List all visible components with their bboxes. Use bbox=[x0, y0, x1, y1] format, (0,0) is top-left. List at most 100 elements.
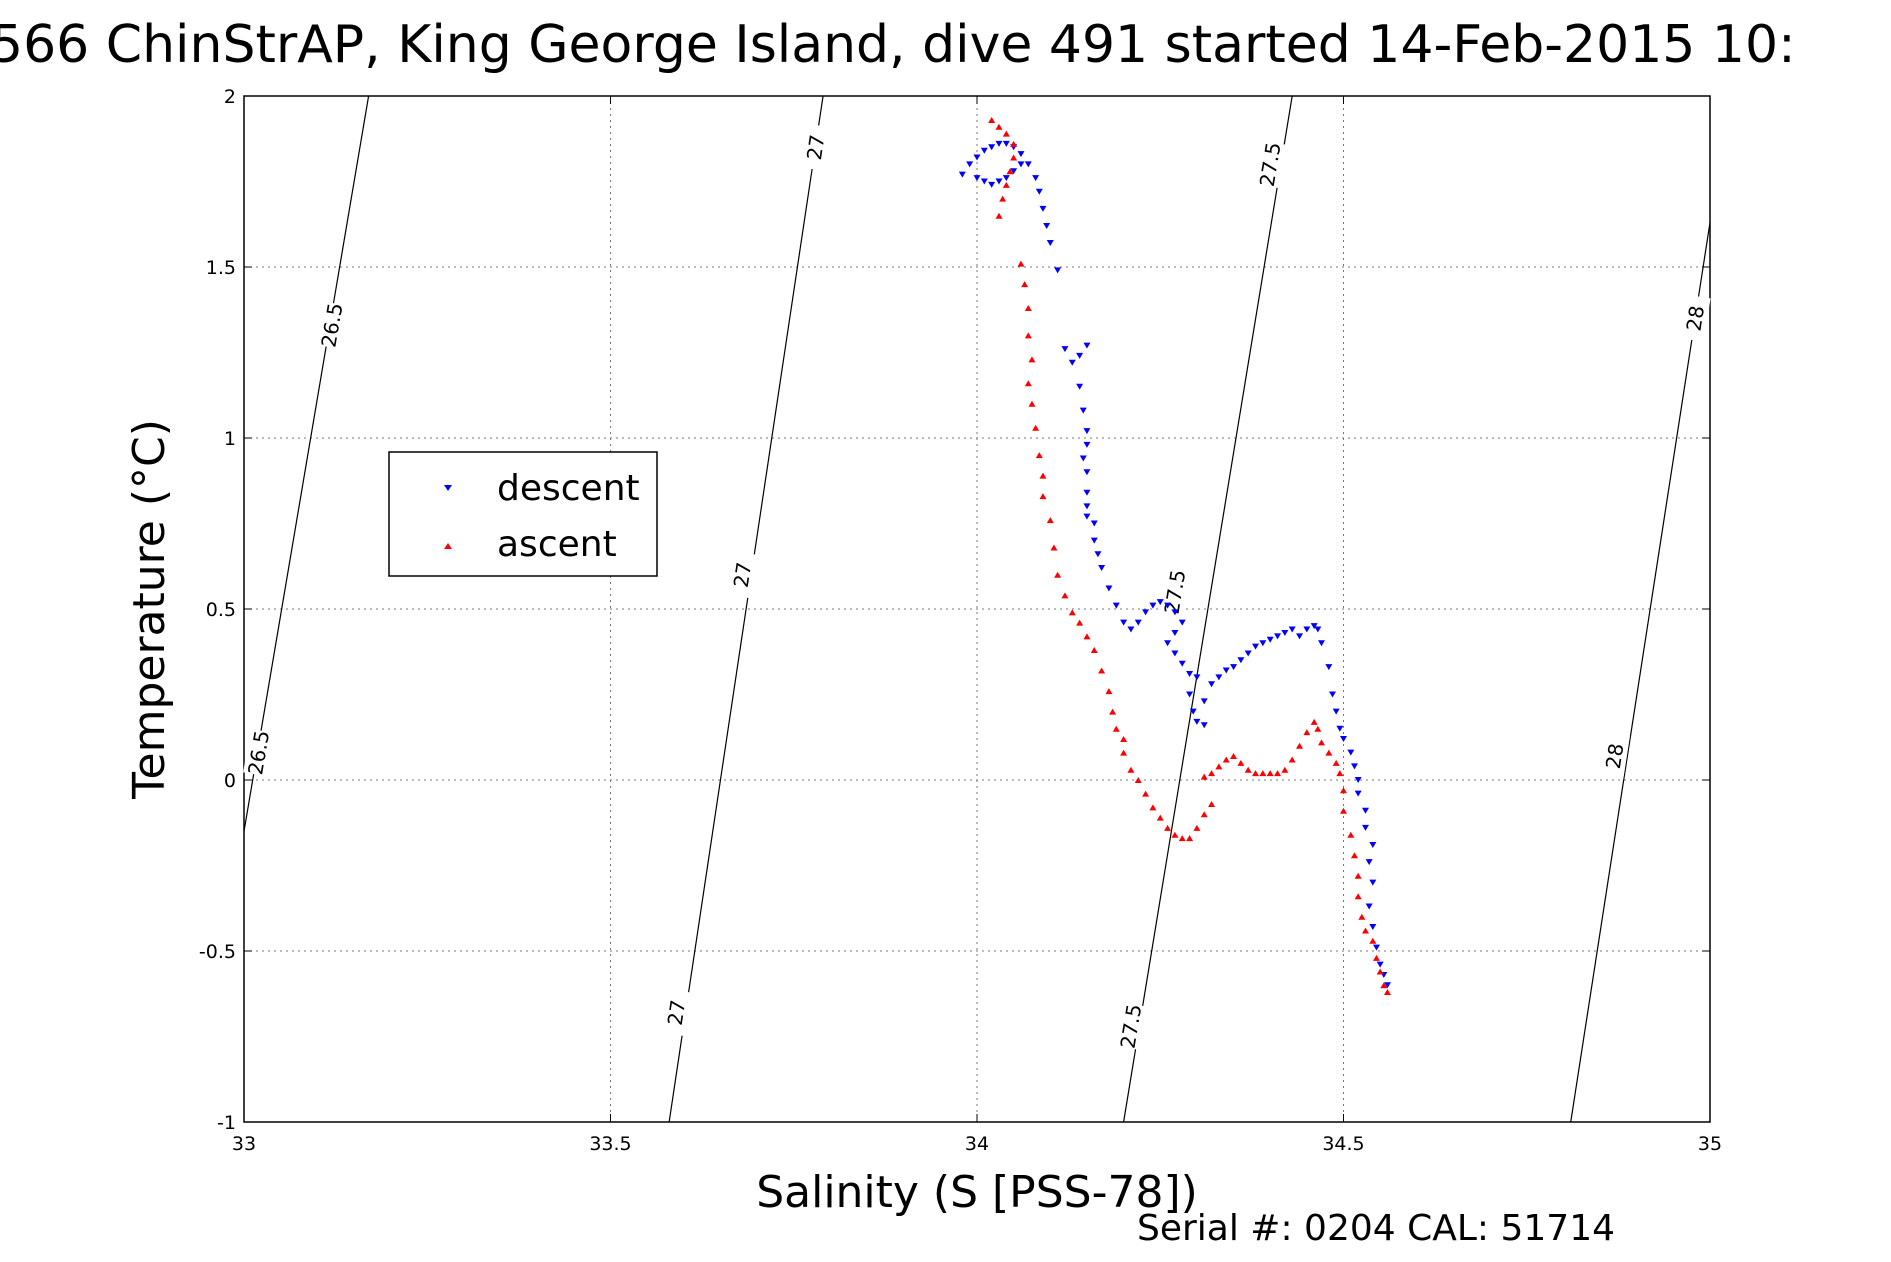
descent-point bbox=[1083, 503, 1091, 510]
ascent-point bbox=[1127, 766, 1135, 773]
descent-point bbox=[973, 175, 981, 182]
ascent-point bbox=[1032, 424, 1040, 431]
ascent-point bbox=[1010, 154, 1018, 161]
ascent-point bbox=[1164, 824, 1172, 831]
serial-cal-footer: Serial #: 0204 CAL: 51714 bbox=[1137, 1208, 1615, 1249]
ascent-point bbox=[1354, 893, 1362, 900]
descent-point bbox=[1054, 267, 1062, 274]
ascent-point bbox=[1068, 609, 1076, 616]
descent-point bbox=[1186, 691, 1194, 698]
isopycnal-line bbox=[1123, 95, 1293, 1123]
ascent-point bbox=[1354, 872, 1362, 879]
x-tick-label: 34 bbox=[965, 1133, 989, 1155]
descent-point bbox=[1024, 161, 1032, 168]
y-tick-label: -0.5 bbox=[199, 941, 236, 963]
y-tick-label: 2 bbox=[224, 86, 236, 108]
ascent-point bbox=[1120, 749, 1128, 756]
descent-point bbox=[1061, 346, 1069, 353]
legend-ascent-label: ascent bbox=[497, 524, 617, 565]
descent-point bbox=[1083, 469, 1091, 476]
ascent-point bbox=[1376, 968, 1384, 975]
descent-point bbox=[1079, 455, 1087, 462]
descent-point bbox=[1237, 657, 1245, 664]
descent-point bbox=[1068, 359, 1076, 366]
legend: descent ascent bbox=[388, 451, 658, 577]
descent-point bbox=[1274, 633, 1282, 640]
ascent-point bbox=[1017, 260, 1025, 267]
ascent-point bbox=[988, 116, 996, 123]
ascent-point bbox=[1230, 753, 1238, 760]
descent-point bbox=[1079, 407, 1087, 414]
ascent-point bbox=[1259, 770, 1267, 777]
ascent-point bbox=[1318, 739, 1326, 746]
ascent-point bbox=[1237, 759, 1245, 766]
isopycnal-label-bg bbox=[800, 123, 831, 171]
ascent-point bbox=[1105, 688, 1113, 695]
descent-point bbox=[1076, 352, 1084, 359]
y-tick-label: -1 bbox=[217, 1112, 236, 1134]
ascent-point bbox=[1024, 305, 1032, 312]
ascent-point bbox=[1098, 667, 1106, 674]
descent-point bbox=[1244, 650, 1252, 657]
ascent-point bbox=[1325, 749, 1333, 756]
isopycnal-label: 27 bbox=[663, 998, 691, 1027]
isopycnal-line bbox=[668, 95, 824, 1123]
legend-descent-marker bbox=[444, 485, 452, 491]
isopycnal-label-bg bbox=[661, 989, 692, 1037]
isopycnal-line bbox=[243, 95, 370, 832]
descent-point bbox=[1149, 602, 1157, 609]
descent-point bbox=[1010, 168, 1018, 175]
descent-point bbox=[1112, 602, 1120, 609]
isopycnal-label-bg bbox=[1254, 140, 1286, 189]
descent-point bbox=[1193, 674, 1201, 681]
descent-point bbox=[1361, 807, 1369, 814]
ascent-point bbox=[1358, 913, 1366, 920]
ascent-point bbox=[1347, 831, 1355, 838]
descent-point bbox=[973, 154, 981, 161]
isopycnal-label-bg bbox=[727, 551, 758, 599]
descent-point bbox=[1164, 640, 1172, 647]
descent-point bbox=[1329, 691, 1337, 698]
ascent-point bbox=[1112, 725, 1120, 732]
descent-point bbox=[1156, 599, 1164, 606]
ascent-point bbox=[1156, 814, 1164, 821]
descent-point bbox=[1325, 664, 1333, 671]
descent-point bbox=[980, 178, 988, 185]
descent-point bbox=[1134, 619, 1142, 626]
legend-ascent-marker bbox=[444, 543, 452, 549]
descent-point bbox=[1332, 708, 1340, 715]
y-tick-label: 0 bbox=[224, 770, 236, 792]
descent-point bbox=[1340, 735, 1347, 742]
ascent-point bbox=[1303, 729, 1311, 736]
descent-point bbox=[1171, 650, 1179, 657]
descent-point bbox=[1336, 725, 1344, 732]
descent-point bbox=[1303, 626, 1311, 633]
ascent-point bbox=[1186, 835, 1194, 842]
descent-point bbox=[1142, 609, 1150, 616]
descent-point bbox=[1186, 670, 1194, 677]
isopycnal-label: 28 bbox=[1682, 304, 1710, 333]
ascent-point bbox=[1350, 852, 1358, 859]
descent-point bbox=[1361, 824, 1369, 831]
descent-point bbox=[1105, 585, 1113, 592]
ascent-point bbox=[1332, 759, 1340, 766]
descent-point bbox=[995, 140, 1003, 147]
descent-point bbox=[1369, 924, 1377, 931]
ascent-point bbox=[1076, 619, 1084, 626]
ascent-point bbox=[999, 195, 1007, 202]
descent-point bbox=[1035, 188, 1043, 195]
x-tick-label: 33 bbox=[232, 1133, 256, 1155]
x-tick-label: 33.5 bbox=[589, 1133, 631, 1155]
descent-point bbox=[1296, 633, 1304, 640]
isopycnal-label-bg bbox=[1115, 1002, 1147, 1050]
isopycnal-label-bg bbox=[1680, 294, 1711, 342]
descent-point bbox=[988, 181, 996, 188]
ascent-point bbox=[1340, 787, 1347, 794]
ascent-point bbox=[1142, 790, 1150, 797]
descent-point bbox=[1090, 537, 1098, 544]
descent-point bbox=[1076, 383, 1084, 390]
descent-point bbox=[1314, 626, 1322, 633]
descent-point bbox=[1310, 623, 1318, 630]
x-tick-label: 35 bbox=[1698, 1133, 1722, 1155]
